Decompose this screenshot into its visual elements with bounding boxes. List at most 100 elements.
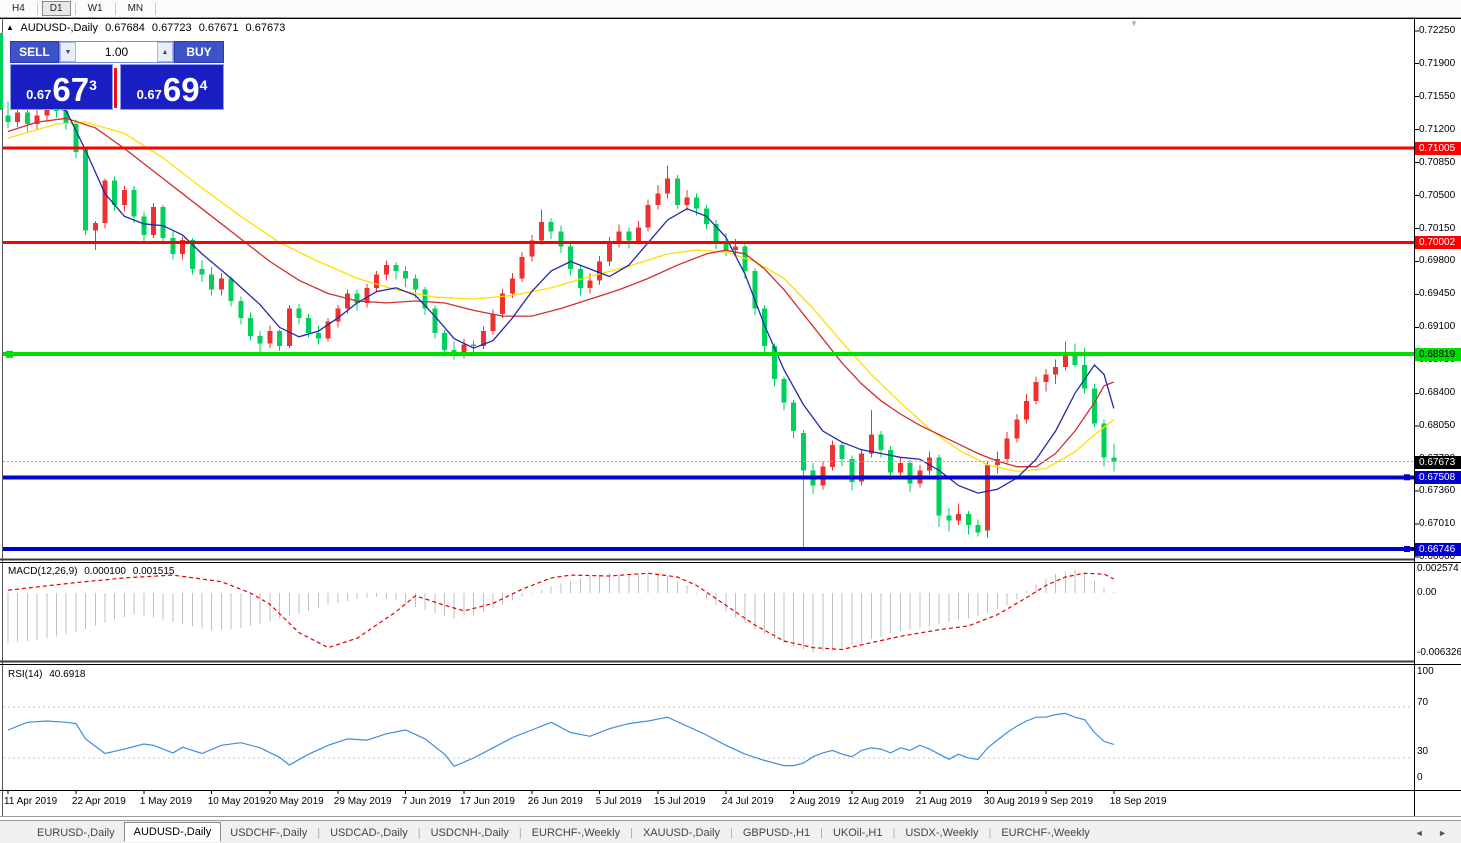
macd-name: MACD(12,26,9) <box>8 566 78 577</box>
timeframe-button-h4[interactable]: H4 <box>12 3 25 14</box>
chart-tab-eurchf-weekly[interactable]: EURCHF-,Weekly <box>531 826 621 839</box>
candle-body <box>306 318 312 334</box>
candle-body <box>500 293 506 315</box>
candle-body <box>830 445 835 467</box>
tab-separator: | <box>317 826 321 839</box>
candle-body <box>102 180 108 223</box>
candle-body <box>1004 438 1010 460</box>
timeframe-button-w1[interactable]: W1 <box>87 3 103 14</box>
candle-body <box>218 278 224 290</box>
candle-body <box>762 308 768 347</box>
candle-body <box>946 515 952 521</box>
price-tick-label: 0.67360 <box>1419 485 1456 497</box>
chart-tab-usdx-weekly[interactable]: USDX-,Weekly <box>905 826 979 839</box>
chart-tab-eurchf-weekly[interactable]: EURCHF-,Weekly <box>1001 826 1090 839</box>
chart-tab-gbpusd-h1[interactable]: GBPUSD-,H1 <box>742 826 811 839</box>
chart-tab-audusd-daily[interactable]: AUDUSD-,Daily <box>123 821 222 842</box>
candle-body <box>752 270 758 309</box>
sell-price-box[interactable]: 0.67 67 3 <box>10 64 113 110</box>
rsi-value: 40.6918 <box>49 669 86 680</box>
price-tick-label: 0.71200 <box>1419 123 1456 135</box>
candle-body <box>684 197 690 205</box>
rsi-scale-label: 100 <box>1417 666 1434 677</box>
date-axis-label: 20 May 2019 <box>265 796 324 807</box>
toolbar-separator <box>74 2 76 15</box>
candle-body <box>539 221 544 241</box>
timeframe-button-d1[interactable]: D1 <box>41 1 71 16</box>
candle-body <box>461 344 467 356</box>
candle-body <box>383 265 389 275</box>
price-tick-label: 0.70150 <box>1419 222 1456 234</box>
candle-body <box>577 269 583 288</box>
sell-price-pip: 3 <box>89 77 97 93</box>
chart-tab-usdchf-daily[interactable]: USDCHF-,Daily <box>230 826 308 839</box>
candle-body <box>63 110 69 124</box>
price-tick-label: 0.69800 <box>1419 255 1456 267</box>
chart-tab-eurusd-daily[interactable]: EURUSD-,Daily <box>37 826 115 839</box>
timeframe-button-mn[interactable]: MN <box>127 3 144 14</box>
chart-tab-usdcnh-daily[interactable]: USDCNH-,Daily <box>430 826 509 839</box>
ma-slow-yellow <box>7 121 1115 473</box>
rsi-scale-label: 70 <box>1417 697 1429 708</box>
candle-body <box>180 239 186 254</box>
price-tick-label: 0.70850 <box>1419 156 1456 168</box>
candle-body <box>597 261 603 281</box>
buy-price-big: 69 <box>162 71 200 108</box>
line-handle[interactable] <box>6 350 13 358</box>
buy-price-box[interactable]: 0.67 69 4 <box>120 64 224 110</box>
price-badge: 0.67673 <box>1415 455 1461 469</box>
line-handle[interactable] <box>1404 546 1410 553</box>
candle-body <box>442 333 447 350</box>
chart-tab-usdcad-daily[interactable]: USDCAD-,Daily <box>330 826 408 839</box>
date-axis-label: 12 Aug 2019 <box>847 796 905 807</box>
tab-separator: | <box>729 826 733 839</box>
candle-body <box>325 321 331 339</box>
candle-body <box>131 189 137 217</box>
date-axis-label: 22 Apr 2019 <box>71 796 126 807</box>
spread-divider <box>114 68 117 108</box>
candle-body <box>83 148 89 231</box>
volume-spinner: ▼ 1.00 ▲ <box>59 41 174 63</box>
scroll-to-end-icon[interactable]: ▼ <box>1130 19 1138 28</box>
candle-body <box>839 445 845 460</box>
candle-body <box>1072 353 1078 365</box>
candle-body <box>160 206 166 238</box>
candle-body <box>345 293 350 309</box>
candle-body <box>432 308 438 333</box>
volume-input[interactable]: 1.00 <box>104 45 129 59</box>
candle-body <box>859 453 865 482</box>
chart-tab-xauusd-daily[interactable]: XAUUSD-,Daily <box>642 826 720 839</box>
line-handle[interactable] <box>1404 474 1410 481</box>
chart-tab-ukoil-h1[interactable]: UKOil-,H1 <box>832 826 883 839</box>
volume-decrease-icon[interactable]: ▼ <box>60 42 76 62</box>
date-axis-label: 15 Jul 2019 <box>653 796 706 807</box>
ma-fast-blue <box>46 104 1115 494</box>
candle-body <box>655 193 661 205</box>
clipped-candle <box>0 33 3 110</box>
date-axis-label: 17 Jun 2019 <box>459 796 515 807</box>
candle-body <box>1033 382 1039 401</box>
sell-button[interactable]: SELL <box>10 41 59 63</box>
candle-body <box>965 513 971 526</box>
date-axis-label: 30 Aug 2019 <box>983 796 1040 807</box>
collapse-arrow-icon[interactable]: ▲ <box>6 23 14 32</box>
candle-body <box>674 178 680 205</box>
price-tick-label: 0.71550 <box>1419 90 1456 102</box>
volume-increase-icon[interactable]: ▲ <box>157 42 173 62</box>
sell-price-big: 67 <box>52 71 90 108</box>
candle-body <box>471 344 477 347</box>
candle-body <box>975 525 981 533</box>
candle-body <box>286 308 292 347</box>
chart-tab-bar: EURUSD-,Daily AUDUSD-,Daily USDCHF-,Daily |… <box>0 820 1461 843</box>
buy-price-pip: 4 <box>199 77 208 93</box>
candle-body <box>412 278 418 290</box>
date-axis-label: 10 May 2019 <box>207 796 266 807</box>
candle-body <box>238 301 244 318</box>
tab-separator: | <box>417 826 421 839</box>
tab-scroll-arrows[interactable]: ◄ ► <box>1414 827 1453 838</box>
candle-body <box>92 222 98 231</box>
date-axis-label: 11 Apr 2019 <box>4 796 58 807</box>
candle-body <box>606 242 612 262</box>
buy-button[interactable]: BUY <box>174 41 224 63</box>
